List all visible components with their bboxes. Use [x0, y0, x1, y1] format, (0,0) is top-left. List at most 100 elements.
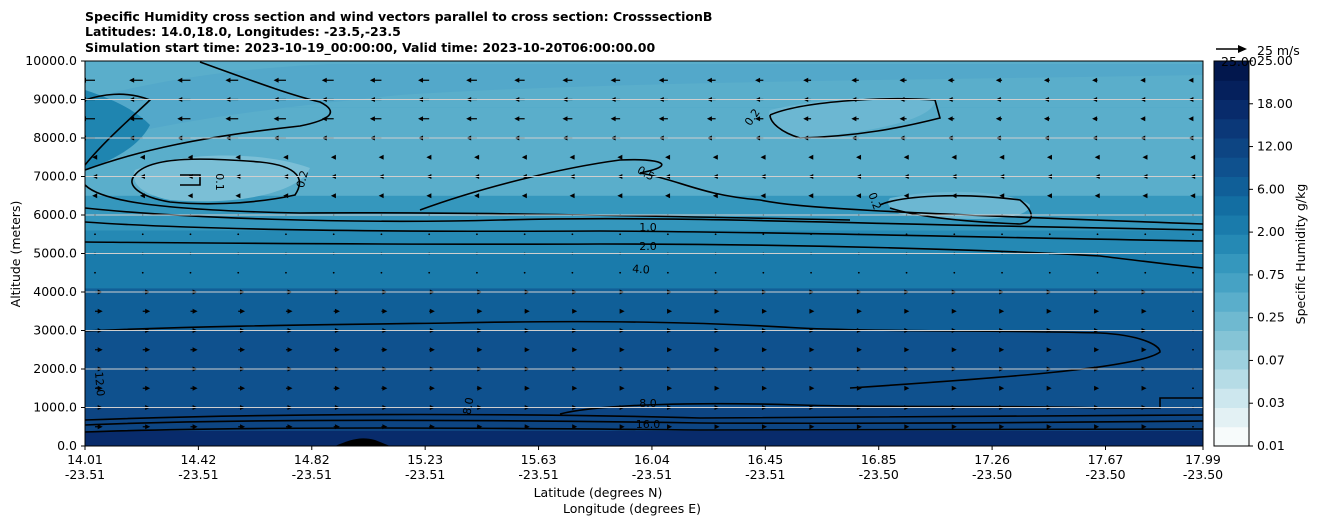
- x-tick-label-lon: -23.51: [405, 467, 445, 482]
- wind-vector: [1096, 233, 1099, 236]
- wind-vector-head: [514, 116, 520, 122]
- wind-vector-head: [1140, 77, 1146, 83]
- contour-features: [85, 64, 1203, 446]
- wind-vector-head: [334, 347, 340, 353]
- wind-vector-head: [617, 154, 623, 160]
- colorbar-segment: [1214, 369, 1249, 389]
- contour-label: 0.2: [294, 169, 311, 189]
- y-tick-label: 5000.0: [33, 246, 77, 261]
- wind-vector: [476, 233, 478, 236]
- wind-vector-head: [665, 193, 671, 199]
- colorbar-label: Specific Humidity g/kg: [1293, 184, 1308, 325]
- wind-vector-head: [995, 116, 1001, 122]
- wind-vector-head: [378, 193, 384, 199]
- wind-vector: [619, 233, 622, 236]
- x-tick-label-lat: 16.04: [634, 452, 670, 467]
- wind-vector-head: [321, 77, 327, 83]
- wind-vector-head: [667, 308, 673, 314]
- wind-vector: [428, 233, 431, 236]
- wind-vector-head: [273, 116, 279, 122]
- wind-vector-head: [466, 116, 472, 122]
- y-tick-label: 8000.0: [33, 130, 77, 145]
- wind-vector-head: [1094, 308, 1100, 314]
- wind-vector-head: [240, 424, 246, 430]
- wind-vector: [666, 271, 669, 274]
- wind-vector-head: [426, 193, 432, 199]
- wind-vector-head: [706, 77, 712, 83]
- contour-label: 8.0: [461, 396, 477, 415]
- wind-vector-head: [1046, 347, 1052, 353]
- wind-vector-head: [714, 424, 720, 430]
- wind-vector-head: [145, 347, 151, 353]
- wind-vector-head: [706, 116, 712, 122]
- wind-vector: [94, 271, 96, 274]
- wind-vector-head: [1094, 154, 1100, 160]
- wind-vector-head: [760, 154, 766, 160]
- colorbar-segment: [1214, 253, 1249, 274]
- wind-vector-head: [951, 308, 957, 314]
- wind-vector-head: [761, 424, 767, 430]
- wind-vector-head: [999, 308, 1005, 314]
- wind-vector-head: [235, 193, 241, 199]
- wind-vector-head: [572, 424, 578, 430]
- wind-vector-head: [569, 193, 575, 199]
- colorbar-segment: [1214, 272, 1249, 293]
- x-tick-label-lat: 17.67: [1088, 452, 1124, 467]
- wind-vector-head: [572, 347, 578, 353]
- wind-vector-head: [287, 308, 293, 314]
- humidity-band: [85, 288, 1203, 331]
- wind-vector-head: [761, 347, 767, 353]
- y-tick-label: 1000.0: [33, 400, 77, 415]
- wind-vector-head: [899, 116, 905, 122]
- wind-vector: [523, 233, 526, 236]
- contour-lines: [85, 61, 1203, 433]
- wind-vector-head: [856, 193, 862, 199]
- wind-vector-head: [521, 154, 527, 160]
- wind-vector-head: [382, 424, 388, 430]
- wind-vector-head: [1190, 193, 1196, 199]
- wind-vector: [285, 271, 287, 274]
- y-tick-label: 3000.0: [33, 323, 77, 338]
- colorbar-segment: [1214, 311, 1249, 331]
- wind-vector: [1048, 233, 1051, 236]
- wind-vector-head: [524, 347, 530, 353]
- wind-vector-head: [382, 347, 388, 353]
- wind-vector-head: [947, 116, 953, 122]
- wind-vector-head: [477, 385, 483, 391]
- wind-vector-head: [429, 424, 435, 430]
- wind-vector-head: [321, 116, 327, 122]
- wind-vector: [141, 271, 144, 274]
- colorbar-segment: [1214, 176, 1249, 197]
- wind-vector-head: [145, 424, 151, 430]
- x-tick-label-lon: -23.51: [292, 467, 332, 482]
- wind-vector-head: [1140, 116, 1146, 122]
- wind-vector-head: [899, 77, 905, 83]
- wind-vector: [810, 233, 812, 236]
- wind-vector-head: [1142, 154, 1148, 160]
- wind-vector-head: [187, 193, 193, 199]
- wind-vector-head: [466, 77, 472, 83]
- wind-vector-head: [429, 308, 435, 314]
- x-tick-label-lon: -23.50: [1085, 467, 1125, 482]
- wind-vector-head: [809, 308, 815, 314]
- wind-vector-head: [139, 154, 145, 160]
- y-tick-label: 4000.0: [33, 284, 77, 299]
- colorbar-tick-label: 0.01: [1257, 438, 1285, 453]
- wind-vector-head: [755, 77, 761, 83]
- wind-vector-head: [951, 193, 957, 199]
- quiver-key-label: 25 m/s: [1257, 43, 1300, 58]
- wind-vector-head: [851, 77, 857, 83]
- wind-vector-head: [999, 154, 1005, 160]
- y-tick-label: 7000.0: [33, 169, 77, 184]
- wind-vector: [285, 233, 287, 236]
- y-tick-label: 2000.0: [33, 361, 77, 376]
- humidity-band: [85, 407, 1203, 431]
- wind-vector-head: [851, 116, 857, 122]
- wind-vector-head: [856, 347, 862, 353]
- wind-vector: [1096, 271, 1099, 274]
- wind-vector: [1001, 271, 1003, 274]
- x-tick-label-lat: 17.26: [974, 452, 1010, 467]
- x-tick-label-lon: -23.51: [65, 467, 105, 482]
- wind-vector-head: [619, 308, 625, 314]
- wind-vector-head: [192, 308, 198, 314]
